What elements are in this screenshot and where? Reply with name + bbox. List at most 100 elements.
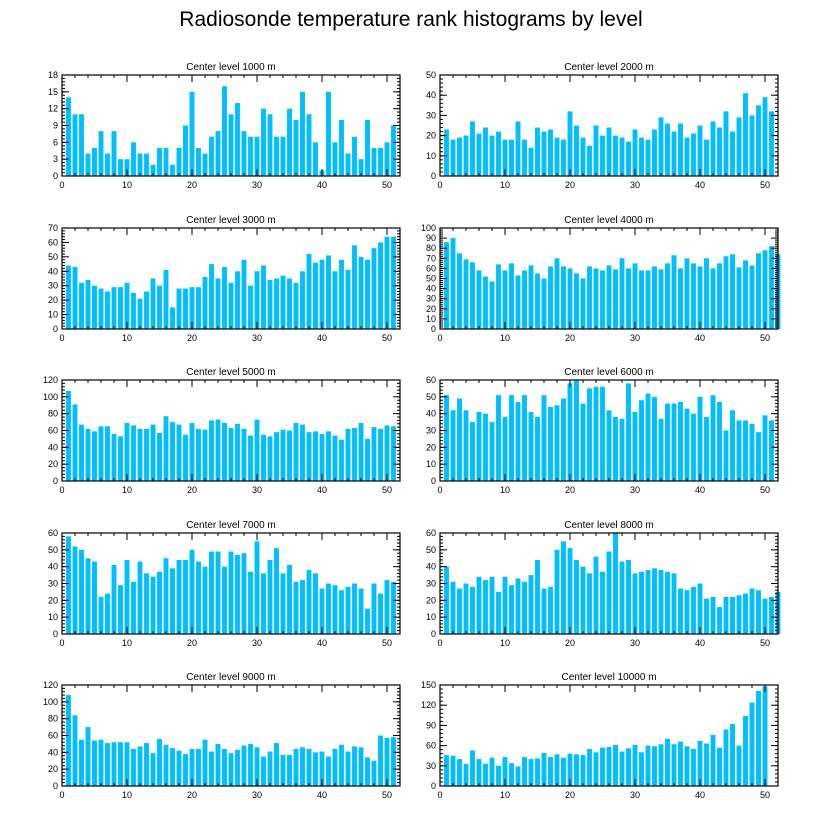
y-tick-label: 40 [426,409,436,419]
bar [522,139,527,176]
x-tick-label: 20 [187,485,197,495]
bar [554,405,560,481]
bar [502,139,508,176]
y-tick-label: 0 [53,629,58,639]
bar [723,729,729,786]
x-tick-label: 30 [630,180,640,190]
bar [619,751,625,786]
bar [691,263,696,329]
bar [248,285,253,329]
x-tick-label: 20 [565,485,575,495]
x-tick-label: 0 [59,333,64,343]
bar [92,285,97,329]
bar [332,142,338,176]
bar [358,159,364,176]
y-tick-label: 15 [48,87,58,97]
figure-title: Radiosonde temperature rank histograms b… [179,8,643,31]
y-tick-label: 90 [426,720,436,730]
bar [319,259,325,329]
bar [267,436,273,481]
bar [319,433,325,481]
bar [144,743,149,786]
bar [92,740,97,786]
bar [241,131,247,176]
bar [600,135,605,176]
bar [769,596,774,634]
bar [483,127,488,176]
bar [528,759,534,786]
bar [632,263,638,329]
bar [228,551,234,634]
bar [691,748,696,786]
bar [118,159,123,176]
x-tick-label: 30 [630,790,640,800]
bar [371,760,377,786]
y-tick-label: 20 [48,295,58,305]
bar [189,422,195,481]
bar [72,715,78,786]
bar [665,403,670,481]
bar [254,541,260,634]
bar [587,145,592,176]
bar [730,596,735,634]
bar [600,386,605,481]
bar [215,131,221,176]
bar [502,757,508,786]
bar [632,411,638,481]
bar [483,413,488,481]
x-tick-label: 20 [187,790,197,800]
bar [326,91,331,176]
bar [150,164,156,176]
bar [684,746,690,786]
bar [157,571,162,634]
y-tick-label: 9 [53,121,58,131]
bar [697,740,703,786]
bar [267,114,273,176]
bar [515,578,521,634]
y-tick-label: 0 [53,171,58,181]
bar [626,748,631,786]
bar [118,585,123,634]
y-tick-label: 0 [431,324,436,334]
bar [170,748,175,787]
bar [241,259,247,329]
bar [72,546,78,634]
bar [131,748,136,786]
bar [645,745,651,786]
bar [476,576,482,634]
bar [391,426,396,481]
bar [222,266,227,329]
bar [274,548,279,634]
bar [489,576,495,634]
bar [371,147,377,176]
bar [723,596,729,634]
bar [105,426,110,481]
bar [684,137,690,176]
bar [332,748,338,786]
bar [72,404,78,481]
bar [535,273,540,329]
x-tick-label: 0 [437,485,442,495]
bar [196,287,201,329]
bar [365,119,370,176]
bar [300,424,305,481]
bar [163,147,169,176]
bar [339,439,344,481]
x-tick-label: 0 [437,333,442,343]
x-tick-label: 50 [760,180,770,190]
bar [358,256,364,329]
bar [600,571,605,634]
bar [528,147,534,176]
bar [502,417,508,481]
bar [450,238,456,329]
bar [170,164,175,176]
bar [261,434,266,481]
y-tick-label: 10 [426,459,436,469]
bar [671,573,677,634]
bar [476,133,482,176]
bar [470,750,475,786]
bar [567,111,573,176]
bar [684,258,690,329]
bar [554,754,560,786]
